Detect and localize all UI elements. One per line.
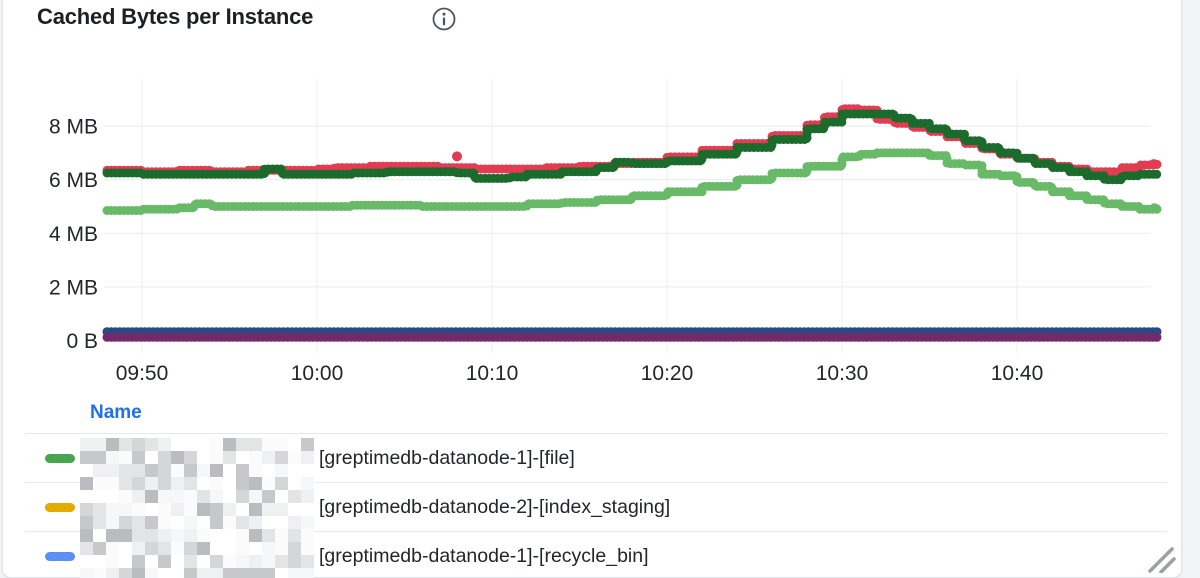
- legend-row-recycle-bin[interactable]: [greptimedb-datanode-1]-[recycle_bin]: [25, 531, 1167, 577]
- svg-text:10:20: 10:20: [641, 362, 694, 385]
- legend-label: [greptimedb-datanode-1]-[file]: [319, 446, 575, 469]
- svg-text:09:50: 09:50: [116, 362, 169, 385]
- svg-text:2 MB: 2 MB: [49, 276, 98, 299]
- legend-row-index-staging[interactable]: [greptimedb-datanode-2]-[index_staging]: [25, 482, 1167, 531]
- series-light-green: [102, 148, 1162, 215]
- legend-table: Name [greptimedb-datanode-1]-[file] [gre…: [25, 393, 1167, 577]
- info-circle-icon[interactable]: [431, 6, 457, 32]
- gridlines: [104, 79, 1151, 353]
- svg-text:10:30: 10:30: [816, 362, 869, 385]
- svg-text:6 MB: 6 MB: [49, 169, 98, 192]
- censored-text-overlay: [80, 438, 314, 578]
- svg-text:8 MB: 8 MB: [49, 116, 98, 139]
- series-swatch-icon[interactable]: [45, 454, 75, 463]
- axis-labels: 0 B 2 MB 4 MB 6 MB 8 MB 09:50 10:00 10:10 10:20 1…: [49, 116, 1043, 385]
- series-swatch-icon[interactable]: [45, 552, 75, 561]
- svg-text:10:10: 10:10: [466, 362, 519, 385]
- resize-handle-icon[interactable]: [1144, 543, 1178, 573]
- legend-row-file[interactable]: [greptimedb-datanode-1]-[file]: [25, 433, 1167, 482]
- legend-header-row: Name: [25, 393, 1167, 433]
- svg-text:10:40: 10:40: [991, 362, 1044, 385]
- series-swatch-icon[interactable]: [45, 503, 75, 512]
- svg-text:10:00: 10:00: [291, 362, 344, 385]
- page-title: Cached Bytes per Instance: [37, 4, 314, 29]
- legend-label: [greptimedb-datanode-2]-[index_staging]: [319, 495, 671, 518]
- svg-text:4 MB: 4 MB: [49, 223, 98, 246]
- series-dark-green: [102, 109, 1162, 185]
- legend-name-header[interactable]: Name: [90, 402, 142, 423]
- svg-text:0 B: 0 B: [66, 330, 98, 353]
- legend-label: [greptimedb-datanode-1]-[recycle_bin]: [319, 544, 649, 567]
- outlier-red: [452, 151, 462, 162]
- cached-bytes-chart[interactable]: 0 B 2 MB 4 MB 6 MB 8 MB 09:50 10:00 10:10 10:20 1…: [2, 1, 1182, 393]
